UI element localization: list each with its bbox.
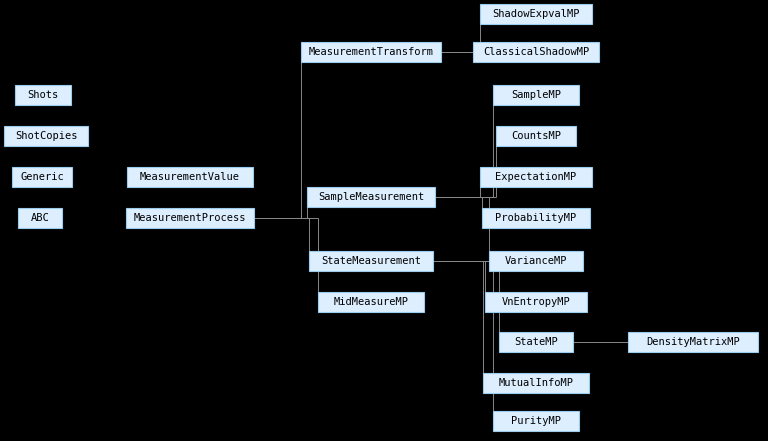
FancyBboxPatch shape	[499, 332, 573, 352]
FancyBboxPatch shape	[301, 42, 441, 62]
FancyBboxPatch shape	[489, 251, 583, 271]
FancyBboxPatch shape	[480, 4, 592, 24]
FancyBboxPatch shape	[628, 332, 758, 352]
FancyBboxPatch shape	[127, 167, 253, 187]
FancyBboxPatch shape	[318, 292, 424, 312]
Text: ProbabilityMP: ProbabilityMP	[495, 213, 577, 223]
Text: ABC: ABC	[31, 213, 49, 223]
Text: Generic: Generic	[20, 172, 64, 182]
Text: MeasurementTransform: MeasurementTransform	[309, 47, 433, 57]
Text: MeasurementValue: MeasurementValue	[140, 172, 240, 182]
FancyBboxPatch shape	[485, 292, 587, 312]
Text: MutualInfoMP: MutualInfoMP	[498, 378, 574, 388]
FancyBboxPatch shape	[18, 208, 62, 228]
FancyBboxPatch shape	[493, 411, 579, 431]
FancyBboxPatch shape	[4, 126, 88, 146]
Text: DensityMatrixMP: DensityMatrixMP	[646, 337, 740, 347]
Text: StateMeasurement: StateMeasurement	[321, 256, 421, 266]
Text: Shots: Shots	[28, 90, 58, 100]
Text: SampleMP: SampleMP	[511, 90, 561, 100]
FancyBboxPatch shape	[12, 167, 72, 187]
FancyBboxPatch shape	[480, 167, 592, 187]
Text: CountsMP: CountsMP	[511, 131, 561, 141]
Text: SampleMeasurement: SampleMeasurement	[318, 192, 424, 202]
Text: MidMeasureMP: MidMeasureMP	[333, 297, 409, 307]
Text: VarianceMP: VarianceMP	[505, 256, 568, 266]
Text: StateMP: StateMP	[514, 337, 558, 347]
FancyBboxPatch shape	[483, 373, 589, 393]
FancyBboxPatch shape	[309, 251, 433, 271]
Text: PurityMP: PurityMP	[511, 416, 561, 426]
FancyBboxPatch shape	[126, 208, 254, 228]
Text: ExpectationMP: ExpectationMP	[495, 172, 577, 182]
FancyBboxPatch shape	[493, 85, 579, 105]
FancyBboxPatch shape	[307, 187, 435, 207]
Text: MeasurementProcess: MeasurementProcess	[134, 213, 247, 223]
Text: ShotCopies: ShotCopies	[15, 131, 78, 141]
FancyBboxPatch shape	[15, 85, 71, 105]
FancyBboxPatch shape	[496, 126, 576, 146]
FancyBboxPatch shape	[473, 42, 599, 62]
Text: VnEntropyMP: VnEntropyMP	[502, 297, 571, 307]
FancyBboxPatch shape	[482, 208, 590, 228]
Text: ShadowExpvalMP: ShadowExpvalMP	[492, 9, 580, 19]
Text: ClassicalShadowMP: ClassicalShadowMP	[483, 47, 589, 57]
